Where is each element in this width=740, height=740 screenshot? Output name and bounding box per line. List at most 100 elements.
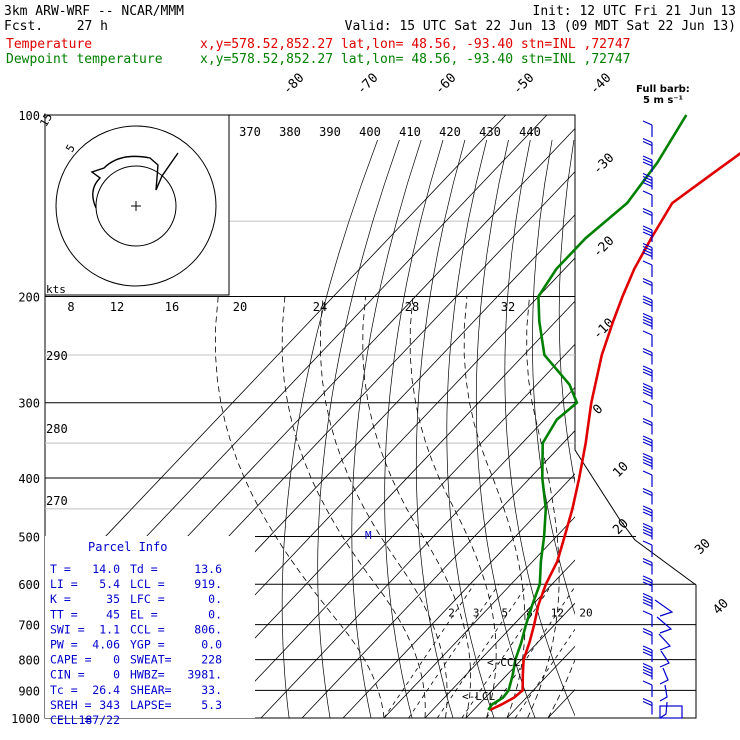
parcel-cell: 26.4 <box>92 683 120 697</box>
wind-barb <box>642 295 653 312</box>
mixing-ratio-2 <box>383 584 475 718</box>
isotherm-label--60: -60 <box>432 71 459 98</box>
mixing-ratio-8 <box>461 584 553 718</box>
forecast-hour: 27 h <box>77 19 108 34</box>
wind-barb <box>642 557 653 575</box>
wind-barb <box>642 347 653 365</box>
wind-barb <box>642 662 653 680</box>
dry-adiabat-lines <box>281 139 740 731</box>
init-time: Init: 12 UTC Fri 21 Jun 13 <box>533 4 737 19</box>
isotherm--40 <box>260 386 575 718</box>
parcel-info-panel: Parcel Info T = 14.0 Td = 13.6 LI = 5.4 LCL = 9… <box>45 536 255 727</box>
dry-adiabat-290 <box>446 139 495 718</box>
parcel-cell: 1.1 <box>99 622 120 636</box>
wind-barb-low <box>659 667 669 685</box>
parcel-cell: 187/22 <box>78 713 120 727</box>
isotherm-50 <box>630 115 740 718</box>
wind-barb <box>642 680 653 697</box>
wind-barb <box>642 312 653 330</box>
isotherm-label--80: -80 <box>280 71 307 98</box>
temperature-legend: Temperature <box>6 37 92 52</box>
wind-barb <box>642 417 653 435</box>
isotherm-label--30: -30 <box>590 151 617 178</box>
isotherm-label--40: -40 <box>587 71 614 98</box>
moist-adiabat-25 <box>526 296 560 718</box>
parcel-cell: 0 <box>113 653 120 667</box>
theta-low-label-280: 280 <box>46 422 68 436</box>
moist-adiabat-5 <box>319 296 448 718</box>
dry-adiabat-270 <box>384 139 444 718</box>
pressure-tick-labels: 100 200 300 400 500 600 700 800 900 1000 <box>11 109 40 726</box>
pressure-label-700: 700 <box>18 619 40 633</box>
wind-barb <box>642 172 653 190</box>
isotherm--30 <box>301 430 575 718</box>
parcel-cell: Td = <box>130 562 158 576</box>
hodograph-ring-inner <box>95 165 177 247</box>
speed-label-8: 8 <box>67 300 74 314</box>
parcel-cell: CCL = <box>130 622 165 636</box>
wind-barb-low <box>658 633 672 651</box>
pressure-label-100: 100 <box>18 109 40 123</box>
theta-label-380: 380 <box>279 125 301 139</box>
mixing-label-5: 5 <box>502 607 509 620</box>
wind-barb <box>642 277 653 295</box>
pressure-label-500: 500 <box>18 530 40 544</box>
speed-label-28: 28 <box>405 300 419 314</box>
wind-barb-low <box>659 684 668 702</box>
theta-low-label-270: 270 <box>46 494 68 508</box>
speed-label-16: 16 <box>165 300 179 314</box>
theta-label-400: 400 <box>359 125 381 139</box>
theta-label-410: 410 <box>399 125 421 139</box>
ccl-annotation: <-CCL <box>487 656 520 669</box>
dry-adiabat-280 <box>415 139 466 718</box>
hodograph-frame <box>44 114 230 296</box>
moist-adiabat-15 <box>409 296 497 718</box>
speed-label-20: 20 <box>233 300 247 314</box>
parcel-cell: EL = <box>130 607 158 621</box>
mixing-label-3: 3 <box>473 607 480 620</box>
isotherm--20 <box>342 473 575 718</box>
dry-adiabat-250 <box>317 139 400 718</box>
theta-label-420: 420 <box>439 125 461 139</box>
speed-label-12: 12 <box>110 300 124 314</box>
dry-adiabat-360 <box>635 140 740 731</box>
parcel-cell: 5.4 <box>99 577 120 591</box>
pressure-label-1000: 1000 <box>11 712 40 726</box>
isotherm-10 <box>465 602 575 718</box>
isotherm-30 <box>547 688 575 718</box>
parcel-cell: 35 <box>106 592 120 606</box>
parcel-cell: TT = <box>50 607 78 621</box>
pressure-label-400: 400 <box>18 472 40 486</box>
lcl-annotation: <-LCL <box>462 690 495 703</box>
wind-barb <box>642 452 653 470</box>
marker-m: M <box>365 529 372 542</box>
pressure-label-900: 900 <box>18 684 40 698</box>
theta-label-390: 390 <box>319 125 341 139</box>
isotherm-label-40: 40 <box>710 596 732 618</box>
pressure-label-800: 800 <box>18 654 40 668</box>
isotherm--60 <box>178 300 575 718</box>
dry-adiabat-330 <box>558 139 575 485</box>
dry-adiabat-260 <box>351 139 422 718</box>
parcel-cell: 45 <box>106 607 120 621</box>
hodograph-ring-outer <box>55 125 217 287</box>
theta-label-430: 430 <box>479 125 501 139</box>
wind-barb <box>642 697 653 715</box>
parcel-cell: 4.06 <box>92 638 120 652</box>
wind-barb <box>642 207 653 225</box>
parcel-cell: CAPE = <box>50 653 92 667</box>
dry-adiabat-350 <box>610 140 740 731</box>
isotherm-label-30: 30 <box>692 536 714 558</box>
parcel-cell: PW = <box>50 638 78 652</box>
wind-barb <box>642 190 653 207</box>
moist-adiabat-30 <box>547 658 575 718</box>
dewpoint-legend: Dewpoint temperature <box>6 52 163 67</box>
wind-barb <box>642 242 653 260</box>
parcel-cell: LI = <box>50 577 78 591</box>
valid-time: Valid: 15 UTC Sat 22 Jun 13 (09 MDT Sat … <box>345 19 736 34</box>
dry-adiabat-400 <box>727 140 740 731</box>
wind-barb <box>642 522 653 540</box>
dry-adiabat-300 <box>475 139 536 718</box>
parcel-cell: SREH = <box>50 698 92 712</box>
